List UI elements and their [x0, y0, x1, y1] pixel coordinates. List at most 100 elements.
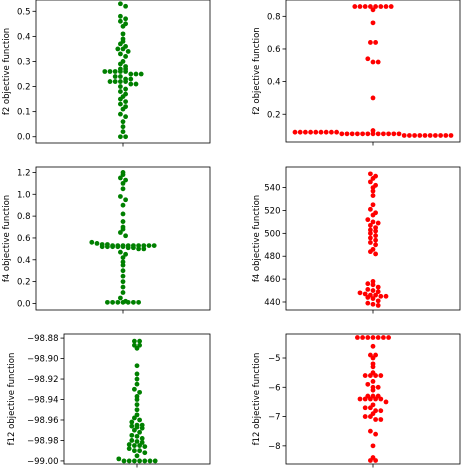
- data-point: [368, 458, 373, 463]
- data-point: [120, 180, 126, 186]
- data-point: [118, 79, 123, 84]
- y-axis-label: f2 objective function: [2, 28, 12, 115]
- data-point: [120, 299, 126, 305]
- y-tick-label: 0.2: [17, 83, 31, 93]
- data-point: [133, 71, 139, 77]
- data-point: [116, 456, 122, 462]
- data-point: [118, 89, 123, 94]
- data-point: [118, 134, 123, 140]
- y-tick-label: −5: [268, 354, 281, 364]
- data-point: [373, 396, 378, 402]
- data-point: [123, 99, 128, 105]
- data-point: [407, 133, 412, 138]
- data-point: [370, 379, 376, 384]
- data-point: [123, 233, 128, 239]
- data-point: [370, 301, 376, 307]
- data-point: [427, 133, 433, 138]
- data-point: [433, 133, 438, 138]
- data-point: [134, 376, 140, 382]
- data-point: [375, 298, 381, 304]
- data-point: [123, 251, 128, 257]
- data-point: [368, 227, 373, 233]
- data-point: [370, 176, 376, 181]
- data-point: [368, 428, 373, 434]
- data-point: [115, 299, 121, 305]
- data-point: [102, 69, 108, 74]
- y-axis-label: f4 objective function: [252, 195, 262, 282]
- data-point: [370, 20, 376, 26]
- data-point: [147, 458, 153, 464]
- data-point: [137, 429, 143, 435]
- y-axis-label: f4 objective function: [2, 195, 12, 282]
- data-point: [373, 225, 378, 231]
- data-point: [373, 373, 378, 378]
- data-point: [362, 414, 368, 419]
- data-point: [370, 279, 376, 284]
- data-point: [349, 131, 355, 137]
- data-point: [120, 284, 126, 290]
- data-point: [139, 436, 145, 441]
- subplot-5: −98.88 −98.90 −98.92 −98.94 −98.96 −98.98 −99.…: [7, 333, 211, 468]
- y-tick-label: 500: [264, 229, 280, 239]
- data-point: [123, 54, 128, 59]
- y-tick-label: −98.88: [27, 334, 58, 344]
- data-point: [120, 262, 126, 268]
- data-point: [118, 41, 123, 47]
- data-point: [137, 458, 143, 464]
- data-point: [373, 292, 378, 298]
- data-point: [125, 299, 131, 305]
- data-point: [131, 299, 136, 305]
- y-tick-label: −7: [268, 413, 281, 423]
- data-point: [134, 453, 140, 459]
- data-point: [125, 245, 131, 251]
- data-point: [365, 295, 371, 300]
- data-point: [126, 446, 132, 452]
- data-point: [120, 23, 126, 29]
- data-point: [123, 86, 128, 92]
- data-point: [118, 230, 123, 235]
- data-point: [339, 131, 345, 137]
- data-point: [134, 397, 140, 402]
- data-point: [370, 131, 376, 137]
- data-point: [362, 4, 368, 9]
- data-point: [136, 299, 142, 305]
- data-point: [373, 4, 378, 9]
- data-point: [123, 79, 128, 84]
- data-point: [126, 458, 132, 464]
- data-point: [146, 243, 152, 249]
- data-point: [378, 396, 384, 402]
- data-point: [123, 3, 128, 9]
- data-point: [375, 384, 381, 390]
- data-point: [391, 131, 397, 137]
- data-point: [107, 69, 113, 74]
- data-point: [118, 249, 123, 255]
- subplot-2: 0.2 0.4 0.6 0.8 f2 objective function: [252, 0, 461, 146]
- y-tick-label: −6: [268, 383, 281, 393]
- data-point: [118, 84, 123, 89]
- data-point: [137, 448, 143, 454]
- data-point: [118, 96, 123, 102]
- y-tick-label: −98.92: [27, 375, 58, 385]
- data-point: [362, 373, 368, 378]
- data-point: [368, 373, 373, 378]
- data-point: [370, 443, 376, 449]
- data-point: [292, 129, 298, 135]
- data-point: [134, 433, 140, 439]
- data-point: [362, 405, 368, 411]
- data-point: [375, 59, 381, 65]
- data-point: [370, 296, 376, 301]
- data-point: [129, 423, 135, 429]
- data-point: [370, 335, 376, 340]
- y-tick-label: 480: [264, 252, 280, 262]
- data-point: [370, 387, 376, 393]
- data-point: [401, 133, 407, 138]
- data-point: [137, 443, 143, 448]
- data-point: [123, 69, 128, 74]
- data-point: [381, 131, 386, 137]
- data-point: [107, 79, 113, 84]
- data-point: [370, 212, 376, 218]
- data-point: [368, 240, 373, 245]
- data-point: [365, 335, 371, 340]
- y-tick-label: 0.8: [267, 12, 281, 22]
- data-point: [118, 175, 123, 181]
